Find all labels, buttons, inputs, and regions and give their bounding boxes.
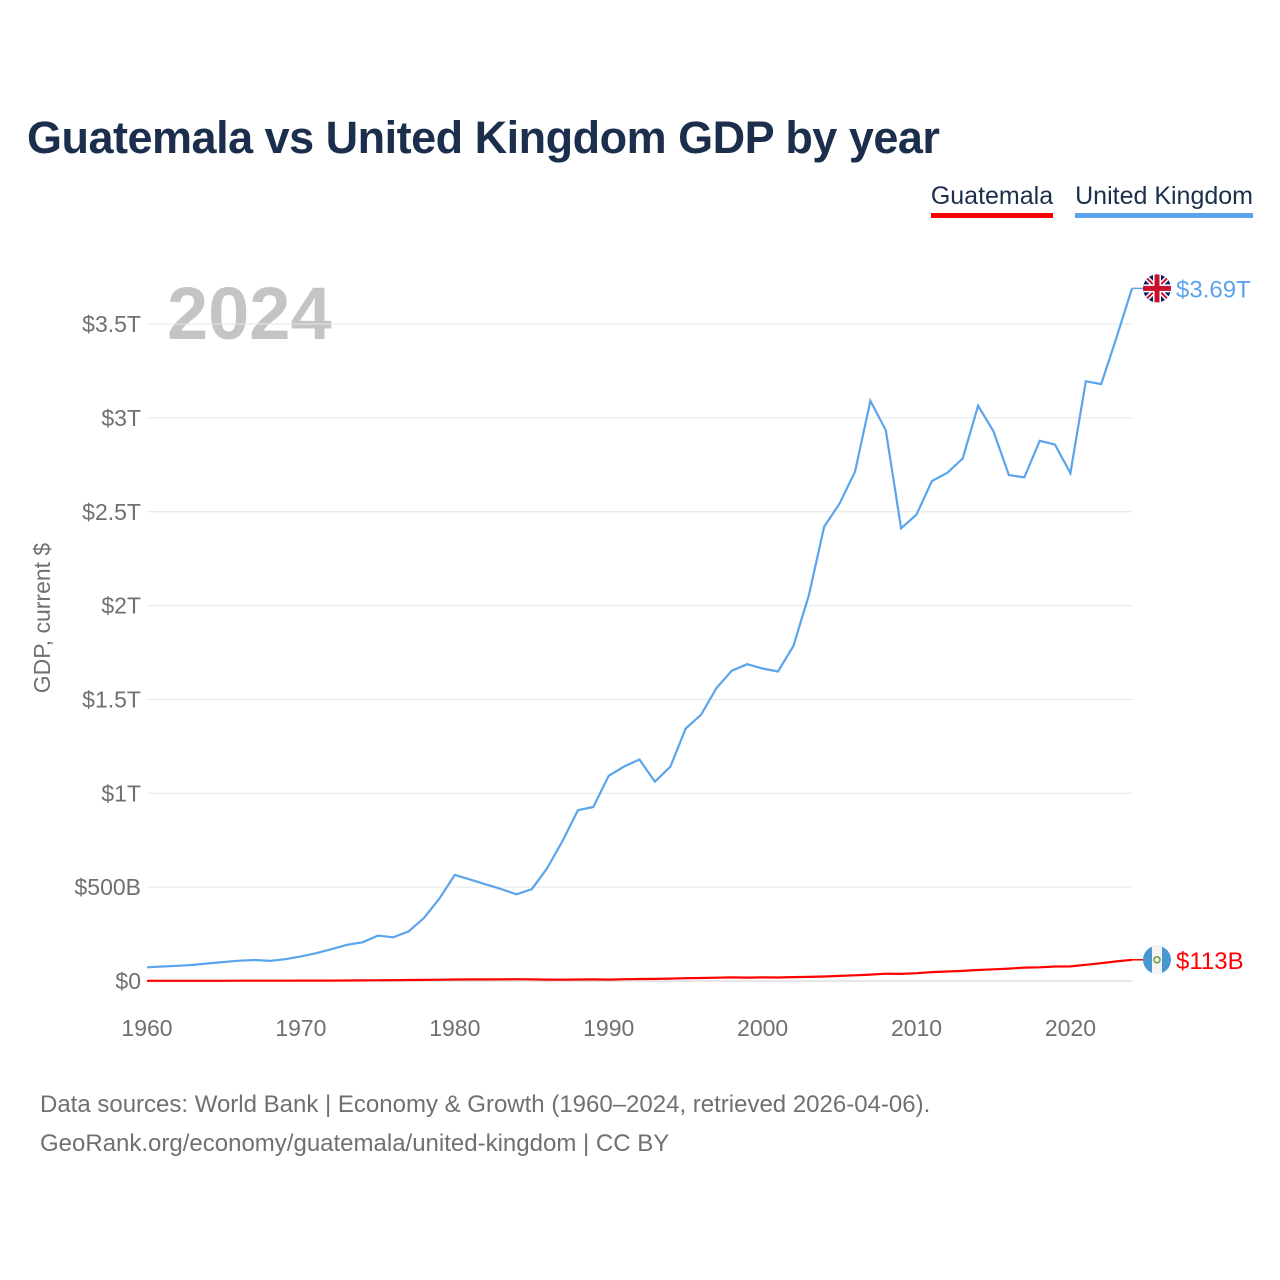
x-tick-label: 1990: [583, 1015, 634, 1041]
y-tick-label: $3.5T: [82, 311, 141, 337]
x-tick-label: 2020: [1045, 1015, 1096, 1041]
legend-guatemala[interactable]: Guatemala: [930, 182, 1054, 218]
source-link[interactable]: GeoRank.org/economy/guatemala/united-kin…: [40, 1130, 670, 1157]
y-tick-label: $3T: [101, 405, 141, 431]
x-tick-label: 1970: [275, 1015, 326, 1041]
chart-title: Guatemala vs United Kingdom GDP by year: [27, 112, 940, 163]
y-tick-label: $2T: [101, 593, 141, 619]
y-axis-label: GDP, current $: [29, 543, 55, 694]
source-line: Data sources: World Bank | Economy & Gro…: [40, 1091, 931, 1118]
y-tick-label: $2.5T: [82, 499, 141, 525]
x-tick-label: 2010: [891, 1015, 942, 1041]
x-tick-label: 1960: [121, 1015, 172, 1041]
series-line-guatemala[interactable]: [147, 958, 1133, 982]
x-tick-label: 2000: [737, 1015, 788, 1041]
x-tick-label: 1980: [429, 1015, 480, 1041]
series-line-united-kingdom[interactable]: [146, 288, 1134, 969]
year-watermark: 2024: [167, 272, 332, 355]
y-tick-label: $1T: [101, 780, 141, 806]
end-value-label: $113B: [1176, 948, 1244, 975]
y-tick-label: $1.5T: [82, 686, 141, 712]
data-source: Data sources: World Bank | Economy & Gro…: [40, 1085, 930, 1163]
y-tick-label: $500B: [74, 874, 141, 900]
guatemala-flag-icon: [1143, 945, 1171, 974]
y-tick-label: $0: [115, 968, 141, 994]
legend: Guatemala United Kingdom: [930, 182, 1253, 218]
legend-united-kingdom[interactable]: United Kingdom: [1075, 182, 1253, 218]
uk-flag-icon: [1143, 274, 1171, 303]
end-value-label: $3.69T: [1176, 276, 1251, 303]
